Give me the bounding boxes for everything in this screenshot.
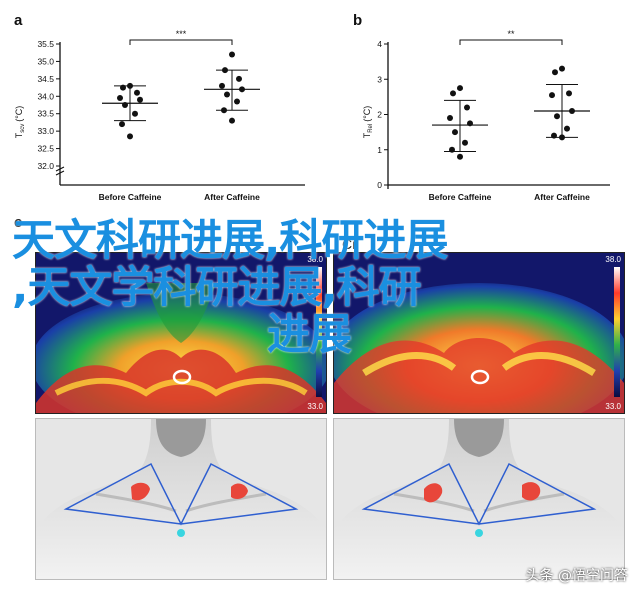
data-point	[552, 69, 558, 76]
data-point	[127, 133, 133, 140]
data-point	[449, 146, 455, 153]
data-point	[559, 65, 565, 72]
data-point	[462, 139, 468, 146]
thermal-scale-max-before: 38.0	[307, 255, 323, 264]
data-point	[457, 85, 463, 92]
thermal-heatmap-before	[36, 253, 326, 413]
x-category-label: After Caffeine	[534, 192, 590, 202]
data-point	[569, 107, 575, 114]
data-point	[239, 86, 245, 93]
chart-b: 0 1 2 3 4 Before Caffeine After Caffeine ** TR…	[362, 29, 610, 202]
data-point	[559, 134, 565, 141]
watermark: 头条 @悟空问答	[525, 568, 628, 584]
y-tick-label: 33.5	[37, 109, 54, 119]
data-point	[551, 132, 557, 139]
x-category-label: Before Caffeine	[99, 192, 162, 202]
significance-bracket	[459, 39, 563, 45]
panel-label-ci: Ci	[342, 236, 356, 252]
thermal-image-before: 38.0 33.0	[35, 252, 327, 414]
y-tick-label: 4	[377, 39, 382, 49]
y-tick-label: 1	[377, 145, 382, 155]
chart-b-y-axis-label: TRel(°C)	[362, 106, 374, 139]
data-point	[234, 98, 240, 105]
data-point	[566, 90, 572, 97]
y-tick-label: 34.0	[37, 91, 54, 101]
y-tick-label: 35.0	[37, 56, 54, 66]
data-point	[229, 117, 235, 124]
thermal-scale-max-after: 38.0	[605, 255, 621, 264]
y-tick-label: 3	[377, 74, 382, 84]
y-tick-label: 34.5	[37, 74, 54, 84]
thermal-color-scale-before	[316, 267, 322, 397]
significance-label: ***	[176, 29, 187, 39]
y-tick-label: 0	[377, 180, 382, 190]
data-point	[229, 51, 235, 58]
y-tick-label: 2	[377, 110, 382, 120]
data-point	[467, 120, 473, 127]
y-tick-label: 32.0	[37, 161, 54, 171]
data-point	[127, 82, 133, 89]
neck-photo-after-drawing	[334, 419, 624, 579]
thermal-heatmap-after	[334, 253, 624, 413]
overlay-text: 天文科研进展,科研进展 ,天文学科研进展,科研 进展	[12, 218, 632, 359]
thermal-image-after: 38.0 33.0	[333, 252, 625, 414]
neck-photo-after	[333, 418, 625, 580]
thermal-scale-min-after: 33.0	[605, 402, 621, 411]
significance-bracket	[129, 39, 233, 45]
neck-photo-before-drawing	[36, 419, 326, 579]
y-tick-label: 32.5	[37, 144, 54, 154]
data-point	[564, 125, 570, 132]
data-point	[222, 67, 228, 74]
neck-photo-before	[35, 418, 327, 580]
data-point	[221, 107, 227, 114]
data-point	[450, 90, 456, 97]
data-point	[236, 75, 242, 82]
data-point	[549, 92, 555, 99]
data-point	[464, 104, 470, 111]
x-category-label: Before Caffeine	[429, 192, 492, 202]
chart-a-y-axis-label: Tscv(°C)	[14, 106, 26, 139]
data-point	[134, 89, 140, 96]
panel-label-a: a	[14, 12, 23, 29]
chart-a: 32.0 32.5 33.0 33.5 34.0 34.5 35.0 35.5 Before C…	[14, 29, 305, 202]
data-point	[122, 102, 128, 108]
y-tick-label: 35.5	[37, 39, 54, 49]
y-tick-label: 33.0	[37, 126, 54, 136]
thermal-color-scale-after	[614, 267, 620, 397]
data-point	[119, 121, 125, 128]
thermal-scale-min-before: 33.0	[307, 402, 323, 411]
significance-label: **	[507, 29, 515, 39]
overlay-line-3: 进展	[267, 310, 352, 360]
data-point	[120, 84, 126, 91]
data-point	[117, 95, 123, 102]
data-point	[457, 153, 463, 160]
data-point	[137, 96, 143, 103]
data-point	[447, 115, 453, 122]
overlay-line-1: 天文科研进展,科研进展	[12, 216, 448, 266]
data-point	[132, 110, 138, 117]
panel-label-b: b	[353, 12, 363, 29]
overlay-line-2: ,天文学科研进展,科研	[12, 263, 422, 313]
panel-label-c: c	[14, 214, 23, 231]
data-point	[224, 91, 230, 98]
data-point	[452, 129, 458, 136]
x-category-label: After Caffeine	[204, 192, 260, 202]
data-point	[219, 82, 225, 89]
data-point	[554, 113, 560, 120]
axis-break-mark	[55, 166, 65, 176]
